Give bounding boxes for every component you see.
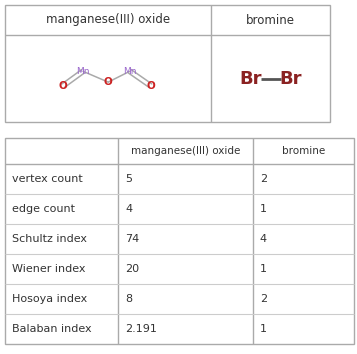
- Text: 4: 4: [125, 204, 132, 214]
- Text: manganese(III) oxide: manganese(III) oxide: [131, 146, 240, 156]
- Text: edge count: edge count: [12, 204, 75, 214]
- Text: 20: 20: [125, 264, 140, 274]
- Text: O: O: [146, 81, 155, 91]
- Text: Schultz index: Schultz index: [12, 234, 87, 244]
- Text: Br: Br: [240, 69, 262, 87]
- Text: Mn: Mn: [123, 67, 136, 76]
- Text: 5: 5: [125, 174, 132, 184]
- Text: 1: 1: [260, 324, 267, 334]
- Text: 4: 4: [260, 234, 267, 244]
- Text: 8: 8: [125, 294, 132, 304]
- Text: vertex count: vertex count: [12, 174, 83, 184]
- Text: bromine: bromine: [246, 13, 295, 27]
- Text: Hosoya index: Hosoya index: [12, 294, 87, 304]
- Bar: [5, 138, 354, 344]
- Text: Balaban index: Balaban index: [12, 324, 92, 334]
- Text: Mn: Mn: [76, 67, 90, 76]
- Bar: [5, 5, 330, 122]
- Text: 2: 2: [260, 294, 267, 304]
- Text: bromine: bromine: [282, 146, 325, 156]
- Text: 1: 1: [260, 264, 267, 274]
- Text: 74: 74: [125, 234, 140, 244]
- Text: Wiener index: Wiener index: [12, 264, 85, 274]
- Text: O: O: [59, 81, 67, 91]
- Text: manganese(III) oxide: manganese(III) oxide: [46, 13, 170, 27]
- Text: 2: 2: [260, 174, 267, 184]
- Text: 1: 1: [260, 204, 267, 214]
- Text: 2.191: 2.191: [125, 324, 157, 334]
- Text: O: O: [104, 77, 112, 87]
- Text: Br: Br: [280, 69, 302, 87]
